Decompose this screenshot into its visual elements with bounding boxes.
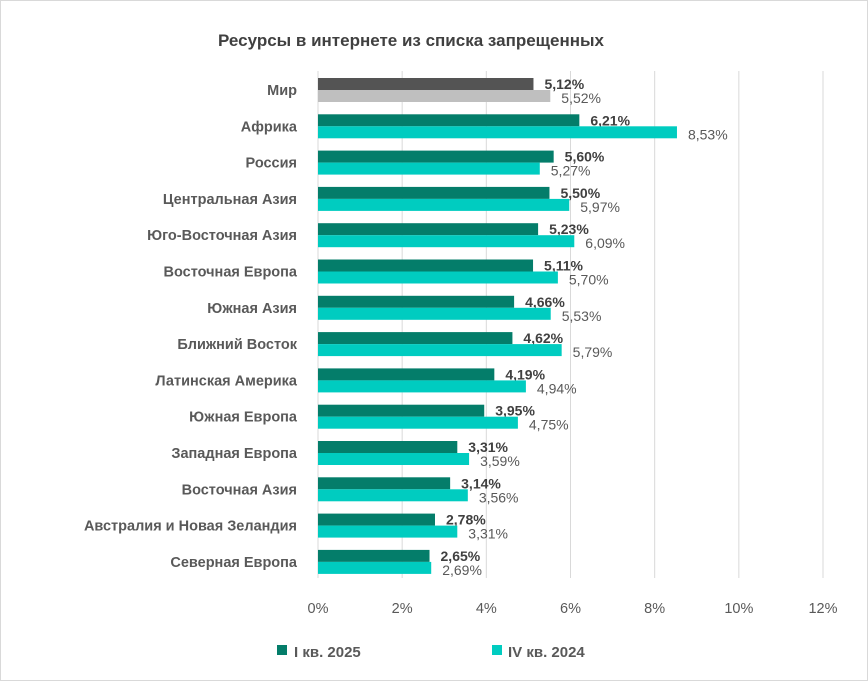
data-label: 5,50% bbox=[560, 185, 600, 201]
data-label: 2,65% bbox=[441, 548, 481, 564]
bar-q1-2025 bbox=[318, 549, 430, 562]
data-label: 5,53% bbox=[562, 308, 602, 324]
category-label: Ближний Восток bbox=[177, 337, 297, 353]
bar-q4-2024 bbox=[318, 90, 551, 102]
category-label: Мир bbox=[267, 83, 297, 99]
category-label: Африка bbox=[241, 119, 298, 135]
data-label: 6,09% bbox=[585, 235, 625, 251]
data-label: 2,78% bbox=[446, 512, 486, 528]
data-label: 5,11% bbox=[544, 258, 583, 274]
bar-q4-2024 bbox=[318, 126, 677, 139]
bar-q1-2025 bbox=[318, 223, 539, 236]
data-label: 8,53% bbox=[688, 126, 728, 142]
data-label: 3,31% bbox=[468, 526, 508, 542]
x-tick-label: 4% bbox=[476, 601, 497, 617]
bar-q1-2025 bbox=[318, 513, 435, 526]
data-label: 5,70% bbox=[569, 272, 609, 288]
bar-q4-2024 bbox=[318, 162, 540, 175]
data-label: 2,69% bbox=[442, 562, 482, 578]
data-label: 6,21% bbox=[590, 112, 630, 128]
data-label: 5,12% bbox=[544, 76, 584, 92]
bar-q4-2024 bbox=[318, 307, 551, 320]
category-label: Восточная Европа bbox=[164, 265, 298, 281]
bar-q4-2024 bbox=[318, 489, 468, 502]
bar-q1-2025 bbox=[318, 477, 451, 490]
data-label: 4,94% bbox=[537, 380, 577, 396]
category-label: Юго-Восточная Азия bbox=[147, 228, 297, 244]
data-label: 5,27% bbox=[551, 163, 591, 179]
bar-q4-2024 bbox=[318, 271, 558, 284]
bar-q1-2025 bbox=[318, 404, 485, 417]
data-label: 5,52% bbox=[561, 90, 601, 106]
chart-title: Ресурсы в интернете из списка запрещенны… bbox=[218, 31, 605, 50]
data-label: 5,97% bbox=[580, 199, 620, 215]
legend: I кв. 2025 IV кв. 2024 bbox=[277, 644, 585, 661]
data-label: 3,31% bbox=[468, 439, 508, 455]
data-label: 4,75% bbox=[529, 417, 569, 433]
bar-q4-2024 bbox=[318, 561, 432, 574]
bar-q1-2025 bbox=[318, 186, 550, 199]
category-label: Западная Европа bbox=[171, 446, 298, 462]
x-tick-label: 0% bbox=[308, 601, 329, 617]
x-tick-label: 10% bbox=[724, 601, 753, 617]
bar-q4-2024 bbox=[318, 453, 470, 465]
bar-q4-2024 bbox=[318, 235, 575, 248]
bar-q1-2025 bbox=[318, 259, 534, 272]
bar-q4-2024 bbox=[318, 416, 518, 429]
bar-q1-2025 bbox=[318, 368, 495, 381]
data-label: 4,19% bbox=[505, 366, 545, 382]
category-label: Южная Европа bbox=[189, 410, 298, 426]
legend-label-q1-2025: I кв. 2025 bbox=[294, 644, 361, 661]
legend-swatch-q4-2024 bbox=[492, 645, 502, 655]
bar-q1-2025 bbox=[318, 332, 513, 345]
data-label: 5,23% bbox=[549, 221, 589, 237]
bar-q4-2024 bbox=[318, 380, 526, 393]
bar-q1-2025 bbox=[318, 441, 458, 453]
bar-q4-2024 bbox=[318, 344, 562, 357]
bar-q1-2025 bbox=[318, 295, 515, 308]
data-label: 3,95% bbox=[495, 403, 535, 419]
x-tick-label: 6% bbox=[560, 601, 581, 617]
bar-q4-2024 bbox=[318, 198, 570, 211]
x-tick-label: 12% bbox=[808, 601, 837, 617]
bar-q4-2024 bbox=[318, 525, 458, 538]
data-label: 3,59% bbox=[480, 453, 520, 469]
category-label: Центральная Азия bbox=[163, 192, 297, 208]
category-label: Южная Азия bbox=[207, 301, 297, 317]
category-label: Австралия и Новая Зеландия bbox=[84, 519, 297, 535]
x-tick-label: 8% bbox=[644, 601, 665, 617]
category-label: Латинская Америка bbox=[155, 373, 298, 389]
data-label: 4,66% bbox=[525, 294, 565, 310]
data-label: 3,56% bbox=[479, 489, 519, 505]
x-tick-label: 2% bbox=[392, 601, 413, 617]
data-label: 5,79% bbox=[573, 344, 613, 360]
data-label: 3,14% bbox=[461, 475, 501, 491]
category-label: Северная Европа bbox=[170, 555, 298, 571]
data-label: 4,62% bbox=[523, 330, 563, 346]
category-label: Восточная Азия bbox=[182, 482, 297, 498]
bars: Мир 5,12%5,52% Африка 6,21% 8,53% Россия 5,60%… bbox=[84, 76, 728, 578]
legend-swatch-q1-2025 bbox=[277, 645, 287, 655]
bar-q1-2025 bbox=[318, 114, 580, 127]
bar-q1-2025 bbox=[318, 78, 534, 90]
bar-q1-2025 bbox=[318, 150, 554, 163]
data-label: 5,60% bbox=[565, 149, 605, 165]
legend-label-q4-2024: IV кв. 2024 bbox=[508, 644, 585, 661]
category-label: Россия bbox=[246, 156, 297, 172]
